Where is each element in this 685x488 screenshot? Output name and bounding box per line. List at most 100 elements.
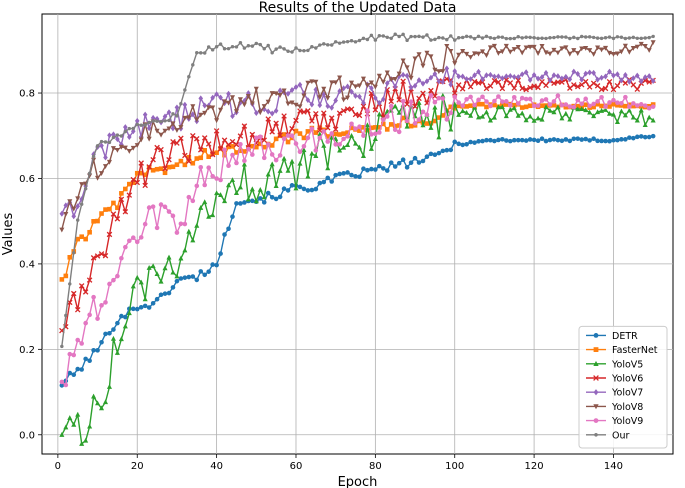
data-point	[416, 160, 422, 165]
plot-area	[41, 13, 674, 455]
data-point	[309, 79, 315, 85]
data-point	[250, 198, 255, 204]
data-point	[543, 50, 549, 56]
data-point	[448, 110, 454, 116]
data-point	[297, 81, 303, 88]
x-tick-label: 120	[525, 461, 544, 472]
data-point	[99, 211, 104, 216]
data-point	[326, 43, 330, 47]
data-point	[448, 81, 454, 88]
data-point	[579, 34, 584, 39]
data-point	[369, 132, 374, 137]
data-point	[507, 49, 513, 55]
data-point	[278, 45, 282, 49]
data-point	[467, 83, 474, 90]
data-point	[349, 39, 354, 43]
data-point	[440, 92, 446, 98]
data-point	[162, 165, 168, 172]
data-point	[603, 45, 609, 51]
data-point	[516, 35, 520, 39]
data-point	[650, 117, 656, 123]
data-point	[595, 99, 600, 104]
data-point	[87, 229, 92, 235]
data-point	[170, 121, 176, 127]
data-point	[519, 50, 525, 56]
data-point	[487, 83, 494, 89]
data-point	[593, 404, 599, 410]
data-point	[527, 96, 533, 102]
series-yolov8	[59, 40, 656, 233]
data-point	[154, 128, 160, 134]
data-point	[540, 36, 544, 40]
data-point	[146, 305, 152, 310]
data-point	[269, 129, 275, 135]
data-point	[337, 147, 343, 153]
data-point	[190, 274, 196, 279]
data-point	[444, 117, 450, 122]
data-point	[471, 78, 478, 85]
data-point	[448, 147, 454, 153]
data-point	[527, 137, 533, 142]
data-point	[547, 51, 553, 57]
data-point	[214, 91, 219, 98]
data-point	[480, 138, 485, 144]
data-point	[126, 192, 133, 198]
data-point	[86, 277, 93, 283]
data-point	[167, 118, 171, 123]
data-point	[630, 114, 636, 120]
data-point	[369, 125, 374, 131]
data-point	[623, 137, 628, 142]
data-point	[305, 80, 311, 86]
data-point	[456, 100, 461, 105]
data-point	[353, 174, 358, 179]
data-point	[579, 46, 585, 52]
data-point	[448, 126, 454, 132]
data-point	[504, 99, 509, 104]
data-point	[349, 172, 354, 178]
data-point	[199, 51, 203, 55]
data-point	[115, 136, 120, 143]
data-point	[270, 51, 274, 55]
data-point	[139, 123, 143, 127]
data-point	[340, 107, 347, 114]
data-point	[523, 104, 529, 110]
data-point	[436, 95, 442, 101]
data-point	[547, 107, 553, 113]
data-point	[301, 93, 307, 99]
data-point	[186, 115, 192, 121]
data-point	[91, 154, 96, 159]
data-point	[532, 36, 536, 40]
data-point	[611, 72, 616, 79]
data-point	[523, 86, 529, 93]
data-point	[206, 165, 211, 170]
data-point	[408, 123, 414, 129]
data-point	[630, 46, 636, 51]
data-point	[75, 236, 81, 242]
data-point	[154, 144, 160, 151]
data-point	[595, 45, 601, 51]
data-point	[519, 110, 525, 116]
data-point	[504, 73, 509, 80]
data-point	[444, 65, 450, 72]
data-point	[250, 152, 255, 157]
data-point	[317, 127, 323, 134]
data-point	[373, 167, 378, 172]
data-point	[400, 98, 406, 104]
data-point	[488, 137, 493, 143]
data-point	[238, 41, 243, 45]
data-point	[579, 101, 585, 107]
data-point	[372, 107, 379, 113]
data-point	[539, 103, 545, 108]
data-point	[277, 194, 283, 200]
data-point	[130, 180, 136, 185]
data-point	[274, 47, 278, 51]
data-point	[583, 70, 588, 77]
data-point	[397, 34, 401, 39]
data-point	[349, 132, 355, 138]
data-point	[107, 281, 112, 287]
data-point	[606, 78, 613, 85]
data-point	[170, 139, 176, 145]
data-point	[349, 125, 354, 131]
data-point	[432, 118, 438, 124]
data-point	[631, 101, 636, 106]
